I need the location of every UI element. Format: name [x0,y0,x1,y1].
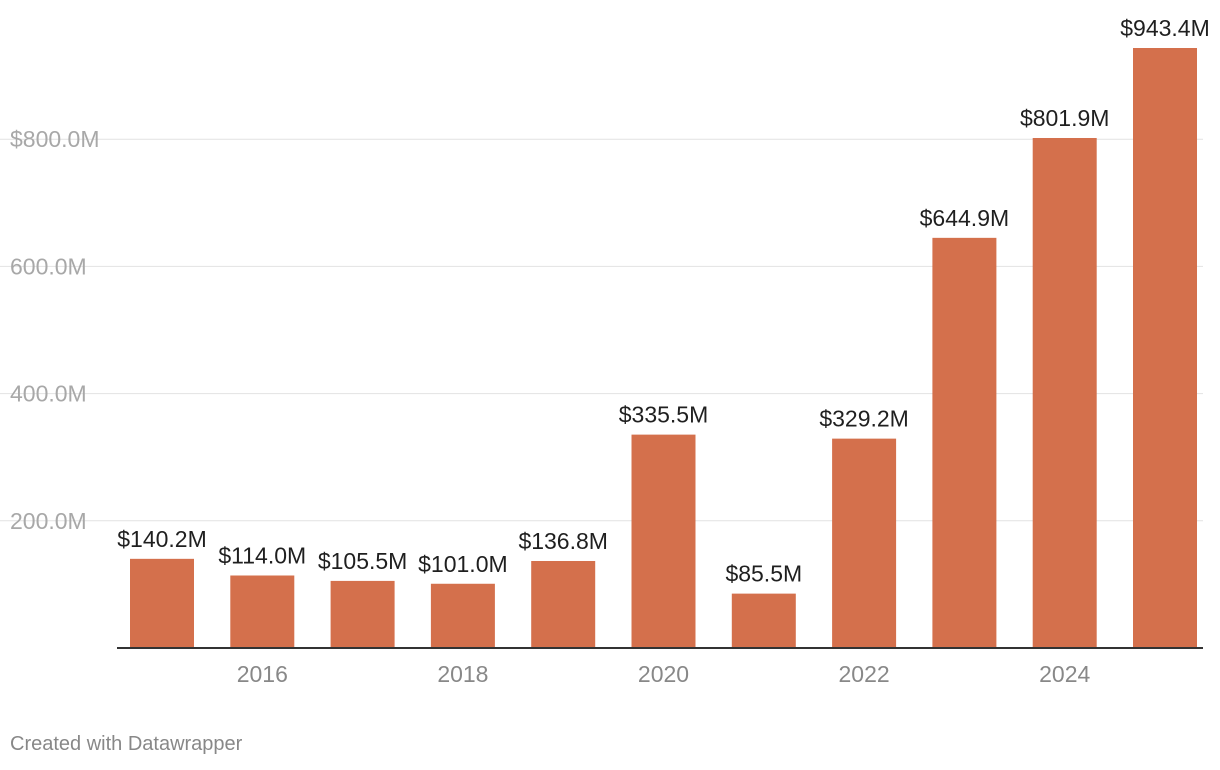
data-label-2020: $335.5M [619,402,709,428]
bar-2017 [330,580,395,648]
y-tick-label: 200.0M [10,508,87,534]
data-label-2025: $943.4M [1120,15,1210,41]
y-tick-label: $800.0M [10,126,100,152]
x-tick-label: 2020 [638,661,689,687]
bar-2016 [230,575,295,648]
data-label-2016: $114.0M [218,542,306,568]
x-axis-ticks: 2016 2018 2020 2022 2024 [237,661,1091,687]
data-label-2024: $801.9M [1020,105,1110,131]
bar-2023 [932,237,997,648]
gridlines: 200.0M 400.0M 600.0M $800.0M [0,126,1203,534]
y-tick-label: 600.0M [10,253,87,279]
data-label-2018: $101.0M [418,551,508,577]
data-label-2019: $136.8M [518,528,608,554]
data-label-2017: $105.5M [318,548,408,574]
x-tick-label: 2018 [437,661,488,687]
bar-2024 [1032,137,1097,648]
bar-2025 [1133,48,1197,648]
bar-2015 [130,558,194,648]
bars [130,48,1197,648]
x-tick-label: 2016 [237,661,288,687]
credit-text: Created with Datawrapper [10,733,243,755]
x-tick-label: 2022 [839,661,890,687]
data-label-2022: $329.2M [819,406,909,432]
bar-2019 [531,560,596,648]
data-label-2023: $644.9M [920,205,1010,231]
data-labels: $140.2M $114.0M $105.5M $101.0M $136.8M $335.… [117,15,1210,587]
data-label-2021: $85.5M [725,561,802,587]
bar-2018 [430,583,495,648]
x-tick-label: 2024 [1039,661,1090,687]
bar-2022 [832,438,897,648]
bar-2021 [731,593,796,648]
bar-chart: 200.0M 400.0M 600.0M $800.0M $140.2M $114.0M… [0,15,1210,687]
data-label-2015: $140.2M [117,526,207,552]
y-tick-label: 400.0M [10,381,87,407]
bar-2020 [631,434,696,648]
